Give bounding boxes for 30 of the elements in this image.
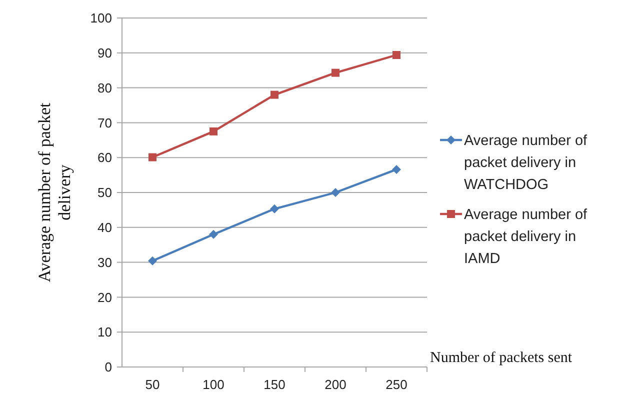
legend-label: Average number of packet delivery in WATCHDOG xyxy=(464,133,588,194)
point xyxy=(392,164,401,174)
legend-label: Average number of packet delivery in IAMD xyxy=(464,207,588,268)
point xyxy=(148,153,156,162)
y-tick-label: 50 xyxy=(98,185,112,200)
y-tick-label: 30 xyxy=(98,254,112,270)
point xyxy=(210,127,218,136)
y-tick-label: 10 xyxy=(98,324,112,340)
x-axis-title: Number of packets sent xyxy=(430,350,573,366)
x-tick-label: 150 xyxy=(264,377,286,392)
y-tick-label: 0 xyxy=(104,360,112,375)
point xyxy=(209,230,218,239)
y-tick-label: 20 xyxy=(98,290,112,305)
point xyxy=(331,188,340,197)
y-tick-label: 90 xyxy=(98,45,112,60)
y-tick-label: 80 xyxy=(98,80,112,96)
y-tick-label: 40 xyxy=(98,220,112,235)
point xyxy=(148,256,157,266)
y-tick-label: 60 xyxy=(98,150,112,166)
y-tick-label: 100 xyxy=(90,10,112,26)
y-axis-title: Average number of packet delivery xyxy=(35,102,74,282)
x-tick-label: 50 xyxy=(145,377,160,392)
x-tick-label: 250 xyxy=(386,377,408,392)
x-tick-label: 100 xyxy=(202,377,224,392)
point xyxy=(270,90,278,99)
point xyxy=(332,68,340,77)
y-tick-label: 70 xyxy=(98,115,112,130)
point xyxy=(392,50,400,59)
x-tick-label: 200 xyxy=(324,377,346,392)
point xyxy=(270,204,279,214)
